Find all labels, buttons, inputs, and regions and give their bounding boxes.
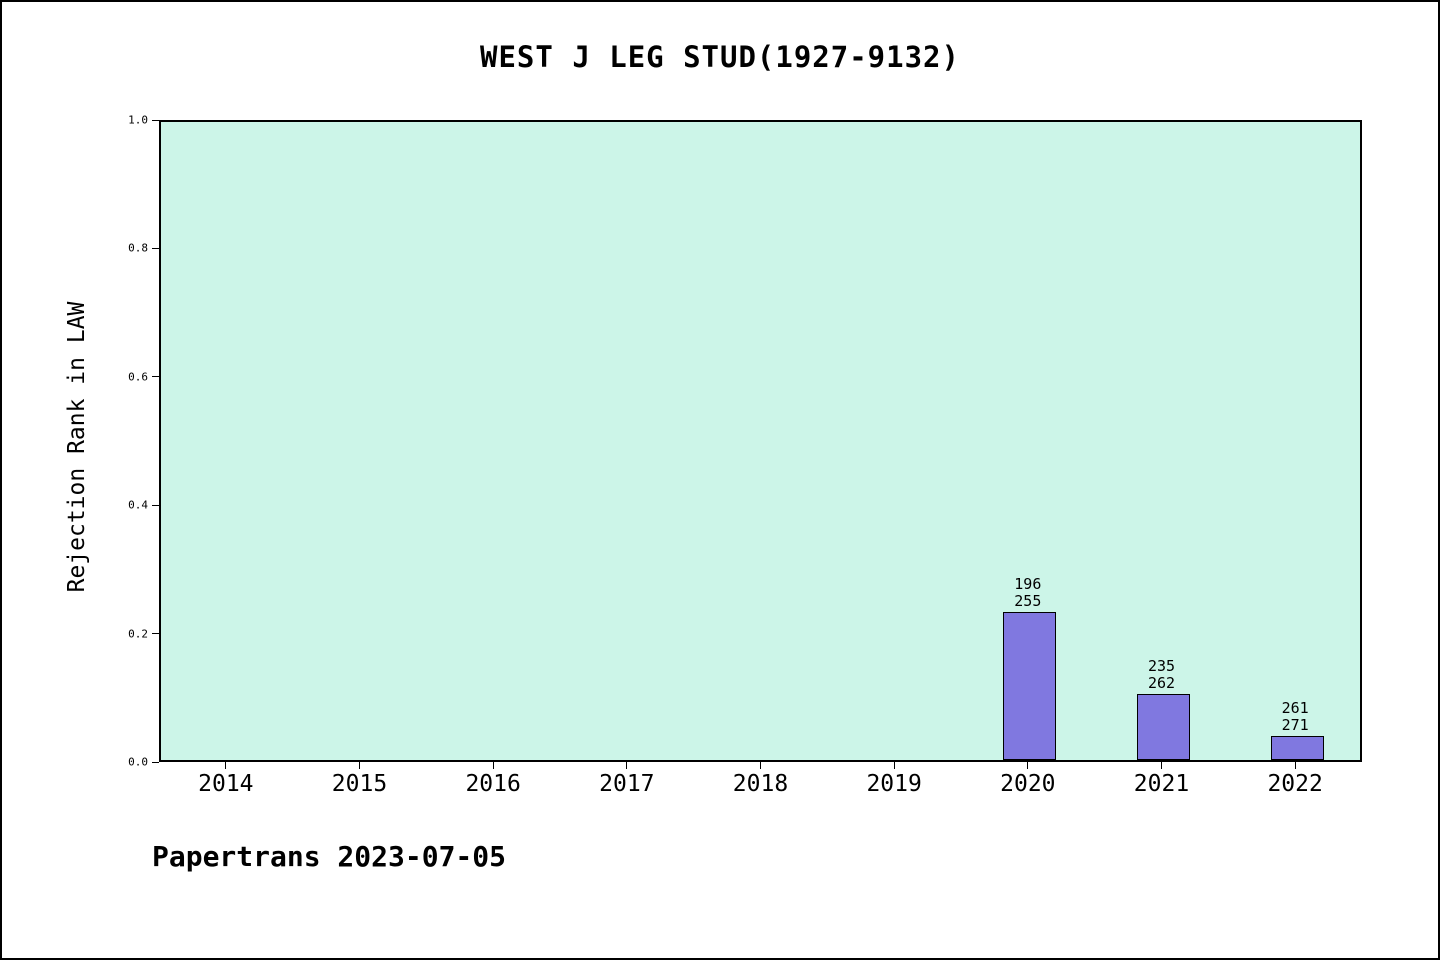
watermark-text: Papertrans 2023-07-05 [152,840,507,873]
y-tick-label: 0.6 [128,370,148,384]
y-tick-label: 0.2 [128,627,148,641]
x-tick-mark [1294,762,1296,769]
y-tick-label: 0.0 [128,755,148,769]
x-tick-label: 2019 [866,771,922,797]
x-tick-mark [893,762,895,769]
y-tick-mark [152,761,159,763]
y-tick-label: 0.8 [128,241,148,255]
bar [1003,612,1056,760]
y-tick-mark [152,376,159,378]
x-tick-mark [1027,762,1029,769]
x-tick-mark [626,762,628,769]
x-tick-mark [225,762,227,769]
y-tick-mark [152,247,159,249]
y-tick-label: 1.0 [128,113,148,127]
bar-value-label: 235 262 [1147,657,1176,692]
x-tick-mark [359,762,360,769]
bar [1137,694,1190,760]
bar [1271,736,1324,760]
y-tick-label: 0.4 [128,498,148,512]
bar-value-label: 261 271 [1281,699,1309,734]
x-tick-label: 2015 [331,771,388,797]
chart-title: WEST J LEG STUD(1927-9132) [480,40,960,74]
plot-area [159,120,1362,762]
y-tick-mark [152,633,159,635]
y-tick-mark [152,119,159,121]
x-tick-mark [492,762,494,769]
x-tick-label: 2016 [465,771,521,797]
y-tick-mark [152,504,159,506]
x-tick-mark [760,762,761,769]
x-tick-label: 2021 [1133,771,1190,797]
x-tick-label: 2018 [732,771,789,797]
x-tick-label: 2017 [599,771,655,797]
x-tick-label: 2014 [198,771,254,797]
x-tick-label: 2020 [1000,771,1056,797]
bar-value-label: 196 255 [1014,575,1042,610]
x-tick-label: 2022 [1267,771,1323,797]
y-axis-label: Rejection Rank in LAW [64,301,90,593]
x-tick-mark [1161,762,1162,769]
